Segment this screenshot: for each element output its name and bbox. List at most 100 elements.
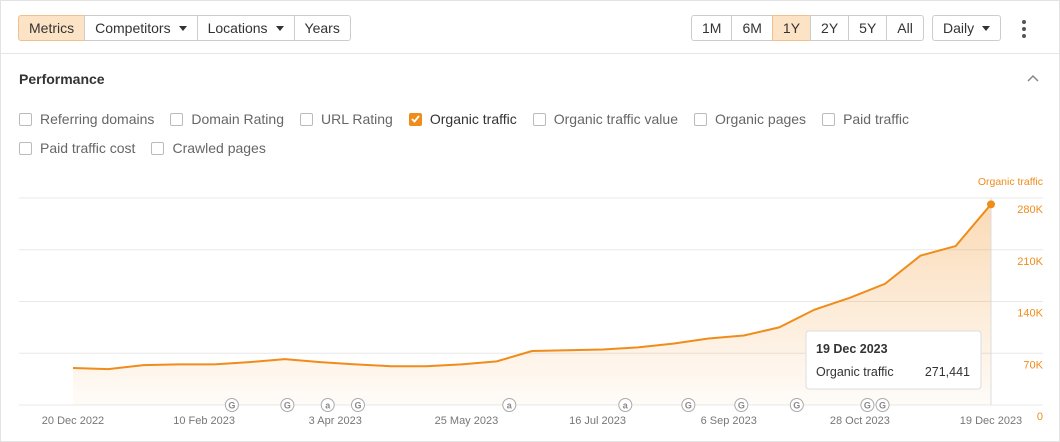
annotation-icon xyxy=(789,398,804,412)
range-label: 1M xyxy=(702,20,722,36)
tab-label: Years xyxy=(304,20,340,36)
series-label: Organic traffic xyxy=(978,176,1043,188)
annotation-icon xyxy=(350,398,365,412)
metric-checkbox[interactable]: URL Rating xyxy=(300,108,393,130)
area-fill xyxy=(73,204,991,405)
metric-checkbox[interactable]: Crawled pages xyxy=(151,137,266,159)
metric-label: Organic traffic value xyxy=(553,111,678,127)
tooltip-date: 19 Dec 2023 xyxy=(816,342,888,356)
tab[interactable]: Metrics xyxy=(18,15,86,41)
metric-label: Referring domains xyxy=(40,111,155,127)
checkbox xyxy=(532,112,546,126)
interval-group: Daily xyxy=(932,15,1002,41)
checkbox xyxy=(19,141,32,155)
metric-list: Referring domains Domain Rating URL Rating… xyxy=(19,108,1039,159)
interval-label: Daily xyxy=(943,20,975,36)
range-label: 5Y xyxy=(859,20,877,36)
checkbox xyxy=(694,112,707,126)
annotation-label: G xyxy=(354,401,361,411)
metric-checkbox[interactable]: Domain Rating xyxy=(170,108,284,130)
annotation-label: G xyxy=(864,401,871,411)
x-tick-label: 16 Jul 2023 xyxy=(569,415,626,427)
metric-label: Domain Rating xyxy=(191,111,284,127)
annotation-label: a xyxy=(623,401,629,411)
y-tick-label: 280K xyxy=(1017,204,1043,216)
tab-group: Metrics Competitors Locations Years xyxy=(18,15,351,41)
metric-checkbox[interactable]: Organic traffic value xyxy=(532,108,678,130)
annotation-icon xyxy=(618,398,633,412)
range-button[interactable]: 6M xyxy=(731,15,773,41)
tab-label: Competitors xyxy=(95,20,171,36)
hover-point xyxy=(987,200,995,209)
annotation-icon xyxy=(320,398,335,412)
x-tick-label: 25 May 2023 xyxy=(435,415,499,427)
metric-checkbox[interactable]: Organic traffic xyxy=(408,108,517,130)
x-tick-label: 10 Feb 2023 xyxy=(173,415,235,427)
metric-label: Paid traffic cost xyxy=(40,140,136,156)
annotation-label: G xyxy=(685,401,692,411)
tab-label: Metrics xyxy=(29,20,75,36)
caret-icon xyxy=(275,25,284,31)
tooltip-series: Organic traffic xyxy=(816,365,894,379)
checkbox xyxy=(300,112,313,126)
tab[interactable]: Locations xyxy=(196,15,295,41)
x-tick-label: 28 Oct 2023 xyxy=(830,415,890,427)
annotation-icon xyxy=(860,398,875,412)
tab[interactable]: Years xyxy=(293,15,351,41)
annotation-label: G xyxy=(228,401,235,411)
range-group: 1M 6M 1Y 2Y 5Y All xyxy=(691,15,924,41)
range-button[interactable]: 5Y xyxy=(848,15,888,41)
annotation-icon xyxy=(502,398,517,412)
tooltip: 19 Dec 2023 Organic traffic 271,441 xyxy=(805,330,982,390)
metric-checkbox[interactable]: Paid traffic xyxy=(822,108,909,130)
checkbox xyxy=(170,112,184,126)
range-label: 6M xyxy=(742,20,762,36)
checkbox xyxy=(408,112,422,126)
annotation-icon xyxy=(224,398,239,412)
range-button[interactable]: 1M xyxy=(691,15,733,41)
range-label: All xyxy=(897,20,913,36)
checkbox xyxy=(19,112,32,126)
series-line xyxy=(72,203,992,371)
collapse-icon[interactable] xyxy=(1027,74,1039,82)
annotation-label: a xyxy=(325,401,331,411)
annotation-icon xyxy=(734,398,749,412)
metric-label: Paid traffic xyxy=(843,111,909,127)
y-tick-label: 0 xyxy=(1037,411,1043,423)
range-button[interactable]: 1Y xyxy=(771,15,812,41)
annotation-label: G xyxy=(284,401,291,411)
metric-label: Organic pages xyxy=(715,111,807,127)
tab[interactable]: Competitors xyxy=(84,15,198,41)
more-menu[interactable] xyxy=(1022,20,1026,38)
toolbar: Metrics Competitors Locations Years 1M 6M 1Y 2… xyxy=(1,1,1059,54)
range-label: 1Y xyxy=(782,20,801,36)
caret-icon xyxy=(178,25,187,31)
y-tick-label: 210K xyxy=(1017,256,1043,268)
metric-checkbox[interactable]: Organic pages xyxy=(694,108,806,130)
metric-checkbox[interactable]: Paid traffic cost xyxy=(19,137,135,159)
annotation-icon xyxy=(280,398,295,412)
annotation-label: a xyxy=(507,401,513,411)
x-tick-label: 19 Dec 2023 xyxy=(960,415,1022,427)
panel-title: Performance xyxy=(19,71,105,87)
metric-label: Organic traffic xyxy=(429,111,517,127)
range-button[interactable]: 2Y xyxy=(810,15,850,41)
annotation-icon xyxy=(681,398,696,412)
annotation-label: G xyxy=(879,401,886,411)
tooltip-box xyxy=(805,330,982,390)
x-tick-label: 3 Apr 2023 xyxy=(309,415,362,427)
metric-label: URL Rating xyxy=(321,111,393,127)
tab-label: Locations xyxy=(207,20,268,36)
annotation-icon xyxy=(875,398,890,412)
y-tick-label: 70K xyxy=(1023,359,1043,371)
annotation-label: G xyxy=(738,401,745,411)
tooltip-value: 271,441 xyxy=(925,365,970,379)
metric-checkbox[interactable]: Referring domains xyxy=(19,108,154,130)
range-button[interactable]: All xyxy=(886,15,924,41)
y-tick-label: 140K xyxy=(1017,308,1043,320)
range-label: 2Y xyxy=(821,20,839,36)
checkbox xyxy=(822,112,836,126)
interval-select[interactable]: Daily xyxy=(932,15,1002,41)
checkbox xyxy=(151,141,165,155)
